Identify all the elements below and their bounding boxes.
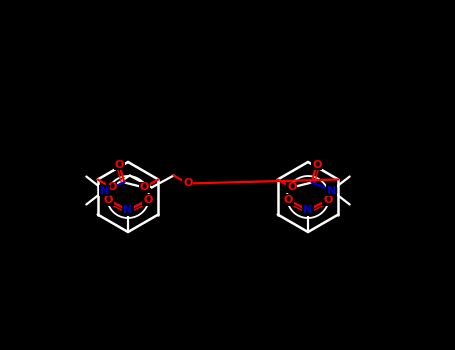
Text: O: O bbox=[324, 195, 333, 205]
Text: O: O bbox=[287, 182, 296, 192]
Text: N: N bbox=[327, 186, 336, 196]
Text: N: N bbox=[100, 186, 109, 196]
Text: O: O bbox=[183, 178, 192, 189]
Text: O: O bbox=[140, 182, 149, 192]
Text: N: N bbox=[303, 205, 313, 215]
Text: O: O bbox=[312, 160, 321, 169]
Text: N: N bbox=[123, 205, 132, 215]
Text: O: O bbox=[107, 182, 116, 192]
Text: O: O bbox=[283, 195, 293, 205]
Text: O: O bbox=[143, 195, 153, 205]
Text: O: O bbox=[115, 160, 124, 169]
Text: O: O bbox=[103, 195, 113, 205]
